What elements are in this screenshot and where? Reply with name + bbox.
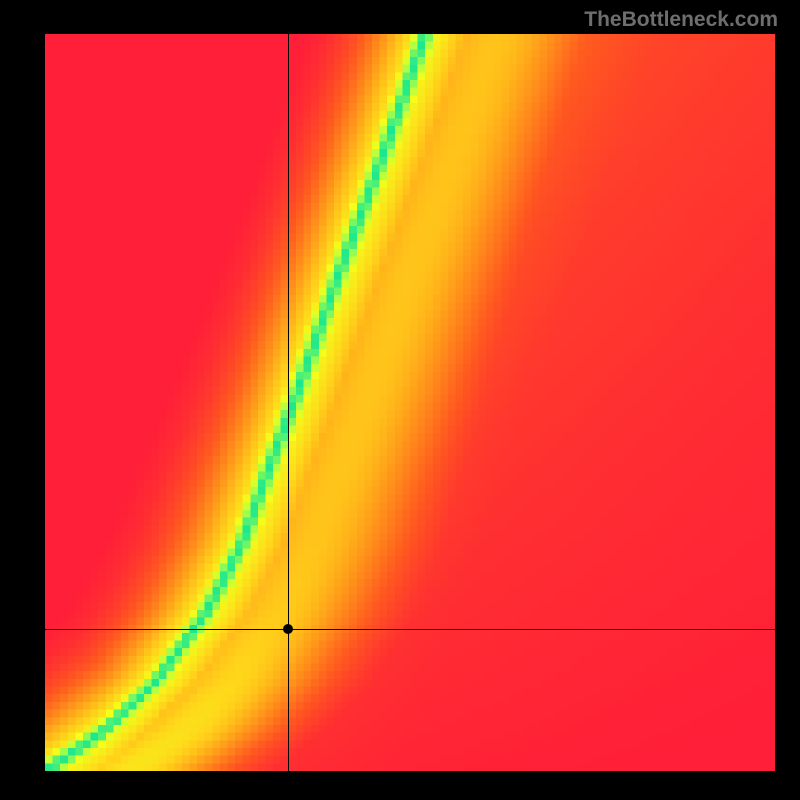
selection-marker[interactable] bbox=[283, 624, 293, 634]
watermark-text: TheBottleneck.com bbox=[584, 8, 778, 32]
bottleneck-heatmap bbox=[45, 34, 775, 771]
heatmap-plot-area bbox=[45, 34, 775, 771]
crosshair-vertical bbox=[288, 34, 289, 771]
crosshair-horizontal bbox=[45, 629, 775, 630]
